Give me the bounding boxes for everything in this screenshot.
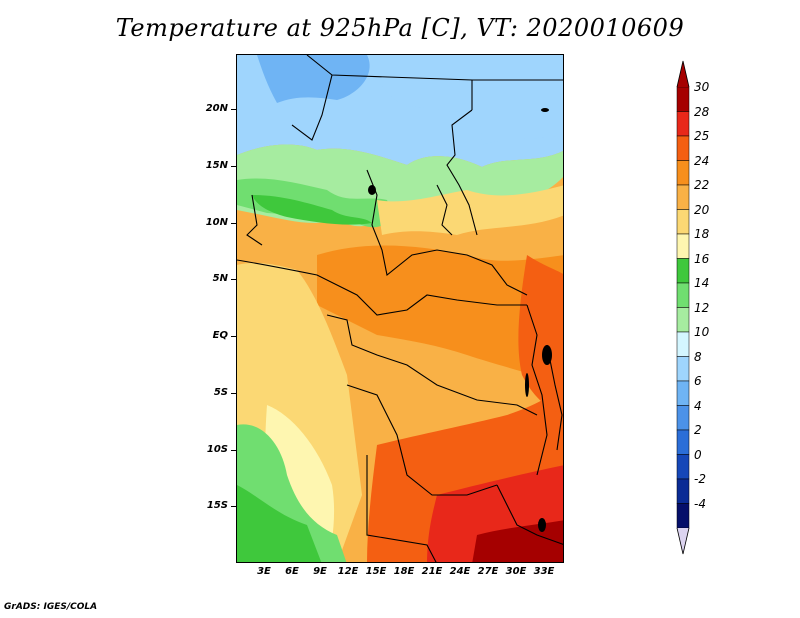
border-libya — [306, 55, 473, 110]
lat-tick — [231, 393, 236, 394]
colorbar-label: 30 — [694, 80, 710, 94]
border-drc-angola — [346, 384, 498, 496]
lake-tanganyika — [525, 373, 529, 397]
lake-nasser — [541, 108, 549, 112]
lat-label-5n: 5N — [212, 273, 228, 284]
colorbar-top-arrow — [676, 60, 690, 88]
country-borders — [237, 55, 563, 562]
colorbar-label: 10 — [694, 325, 710, 339]
colorbar-segment — [676, 331, 690, 357]
border-cameroon-car — [237, 259, 527, 316]
lon-label-6e: 6E — [285, 566, 299, 577]
lat-tick — [231, 450, 236, 451]
lat-label-20n: 20N — [205, 103, 228, 114]
colorbar-label: 25 — [694, 129, 710, 143]
lon-label-27e: 27E — [477, 566, 499, 577]
region-sahel-green — [237, 178, 390, 228]
colorbar-label: 0 — [694, 447, 702, 462]
colorbar-label: -2 — [694, 472, 706, 486]
colorbar-segment — [676, 405, 690, 431]
colorbar-label: 24 — [694, 153, 710, 168]
colorbar-segment — [676, 380, 690, 406]
colorbar-label: 22 — [694, 178, 710, 192]
border-lakes — [546, 344, 563, 451]
region-north-cold — [257, 55, 370, 103]
colorbar-label: 8 — [694, 349, 702, 364]
lat-tick — [231, 166, 236, 167]
colorbar-segment — [676, 478, 690, 504]
colorbar-label: 6 — [694, 374, 702, 388]
map-title: Temperature at 925hPa [C], VT: 202001060… — [115, 14, 685, 42]
colorbar-label: 18 — [694, 227, 710, 241]
lon-label-15e: 15E — [365, 566, 387, 577]
colorbar-label: 14 — [694, 276, 710, 290]
colorbar-label: 16 — [694, 251, 710, 266]
lon-label-3e: 3E — [257, 566, 271, 577]
colorbar-segment — [676, 86, 690, 112]
lat-tick — [231, 506, 236, 507]
border-zambia-moz — [496, 484, 563, 545]
region-central-orange — [317, 245, 563, 385]
border-nigeria — [246, 194, 263, 246]
lon-label-33e: 33E — [533, 566, 555, 577]
lat-label-10n: 10N — [205, 217, 228, 228]
border-chad-sudan — [446, 109, 478, 236]
colorbar-segment — [676, 429, 690, 455]
border-east — [526, 304, 548, 476]
lat-tick — [231, 279, 236, 280]
colorbar-segment — [676, 454, 690, 480]
colorbar-segment — [676, 356, 690, 382]
region-north-east — [477, 85, 563, 145]
colorbar-segment — [676, 258, 690, 284]
lat-tick — [231, 336, 236, 337]
colorbar-label: -4 — [694, 496, 706, 511]
colorbar-segment — [676, 282, 690, 308]
border-niger — [291, 74, 333, 141]
region-east-orange — [518, 255, 563, 415]
lat-label-10s: 10S — [206, 444, 228, 455]
border-congo — [326, 314, 538, 416]
lat-tick — [231, 223, 236, 224]
lon-label-18e: 18E — [393, 566, 415, 577]
colorbar-label: 12 — [694, 300, 710, 315]
lon-label-9e: 9E — [313, 566, 327, 577]
lon-label-24e: 24E — [449, 566, 471, 577]
colorbar-bottom-arrow — [676, 527, 690, 555]
lat-label-5s: 5S — [213, 387, 228, 398]
colorbar-label: 28 — [694, 104, 710, 119]
border-chad-car — [366, 169, 528, 296]
lake-chad — [368, 185, 376, 195]
colorbar-label: 2 — [694, 423, 702, 437]
colorbar-label: 20 — [694, 202, 710, 217]
region-angola-dark — [237, 485, 322, 562]
colorbar-segment — [676, 307, 690, 333]
lat-label-15n: 15N — [205, 160, 228, 171]
lake-victoria — [542, 345, 552, 365]
colorbar-segment — [676, 209, 690, 235]
colorbar-segment — [676, 111, 690, 137]
lakes — [368, 108, 552, 532]
border-sudan — [436, 184, 453, 236]
colorbar-segment — [676, 160, 690, 186]
colorbar-segment — [676, 135, 690, 161]
region-sahel-dark — [252, 195, 372, 225]
lat-tick — [231, 109, 236, 110]
lon-label-12e: 12E — [337, 566, 359, 577]
lat-label-15s: 15S — [206, 500, 228, 511]
colorbar — [676, 60, 690, 555]
lon-label-30e: 30E — [505, 566, 527, 577]
map-canvas — [237, 55, 563, 562]
region-north-cold2 — [372, 65, 472, 112]
footer-credit: GrADS: IGES/COLA — [4, 602, 98, 612]
lat-label-eq: EQ — [212, 330, 228, 341]
colorbar-segments — [676, 86, 690, 529]
lake-malawi — [538, 518, 546, 532]
colorbar-label: 4 — [694, 398, 702, 413]
colorbar-segment — [676, 184, 690, 210]
temperature-map — [236, 54, 564, 563]
colorbar-segment — [676, 503, 690, 529]
colorbar-segment — [676, 233, 690, 259]
lon-label-21e: 21E — [421, 566, 443, 577]
border-angola-zambia — [366, 455, 437, 562]
